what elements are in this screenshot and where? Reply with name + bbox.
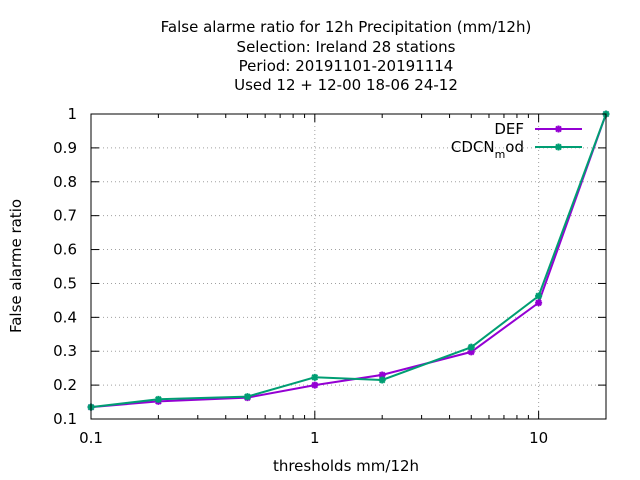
series-line-1 xyxy=(90,113,607,409)
legend-label-cdcnmod-main: CDCN xyxy=(451,138,495,156)
axis-ticks: 0.1 0.2 0.3 0.4 0.5 0.6 0.7 0.8 0.9 1 0.1 1 10 xyxy=(53,105,607,447)
data-point-1 xyxy=(467,343,475,351)
chart-title-line-2: Selection: Ireland 28 stations xyxy=(237,38,456,56)
y-tick-label: 0.8 xyxy=(53,173,77,191)
y-tick-label: 0.7 xyxy=(53,207,77,225)
data-point-0 xyxy=(467,348,475,356)
legend-label-cdcnmod: CDCNmod xyxy=(451,138,524,161)
legend-swatch-marker xyxy=(555,143,562,151)
data-point-1 xyxy=(243,393,251,401)
x-tick-label: 1 xyxy=(310,429,320,447)
y-tick-label: 0.6 xyxy=(53,241,77,259)
y-tick-label: 0.3 xyxy=(53,342,77,360)
legend: DEF CDCNmod xyxy=(451,120,582,161)
data-point-1 xyxy=(378,376,386,384)
chart-title-line-4: Used 12 + 12-00 18-06 24-12 xyxy=(234,76,458,94)
y-tick-label: 0.1 xyxy=(53,410,77,428)
plot-border xyxy=(90,113,607,420)
y-tick-label: 1 xyxy=(67,105,77,123)
series-line-0 xyxy=(90,113,607,409)
data-point-0 xyxy=(535,299,543,307)
grid-lines xyxy=(91,114,606,419)
legend-swatch-marker xyxy=(555,125,562,133)
data-point-1 xyxy=(311,373,319,381)
y-axis-label: False alarme ratio xyxy=(7,199,25,333)
legend-label-cdcnmod-sub: m xyxy=(495,148,506,161)
y-tick-label: 0.2 xyxy=(53,376,77,394)
data-point-1 xyxy=(535,292,543,300)
y-tick-label: 0.5 xyxy=(53,274,77,292)
y-tick-label: 0.4 xyxy=(53,308,77,326)
data-point-0 xyxy=(311,381,319,389)
data-point-0 xyxy=(378,371,386,379)
legend-swatches xyxy=(535,125,582,151)
legend-label-def: DEF xyxy=(494,120,524,138)
legend-label-cdcnmod-suffix: od xyxy=(505,138,524,156)
y-tick-label: 0.9 xyxy=(53,139,77,157)
data-point-1 xyxy=(154,395,162,403)
x-tick-label: 0.1 xyxy=(79,429,103,447)
series-layer xyxy=(87,110,610,411)
x-tick-label: 10 xyxy=(529,429,548,447)
chart-title-line-3: Period: 20191101-20191114 xyxy=(239,57,454,75)
chart-title-line-1: False alarme ratio for 12h Precipitation… xyxy=(161,18,532,36)
x-axis-label: thresholds mm/12h xyxy=(273,457,419,475)
